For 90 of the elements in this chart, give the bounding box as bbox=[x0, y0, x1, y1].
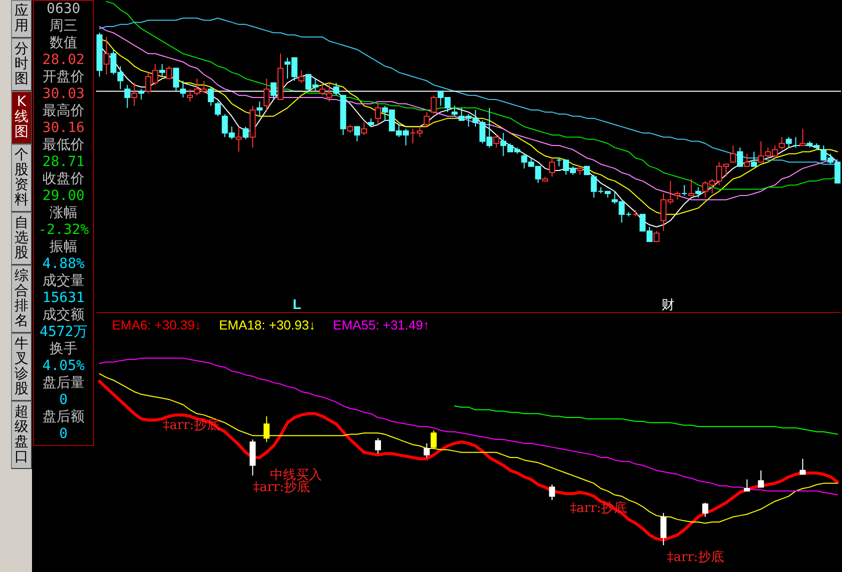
text: 4.05% bbox=[41, 358, 86, 375]
candlestick bbox=[695, 186, 702, 198]
candlestick bbox=[256, 101, 263, 117]
text: 0 bbox=[58, 392, 69, 409]
candlestick bbox=[138, 88, 144, 100]
text: 财 bbox=[662, 297, 674, 312]
candlestick bbox=[361, 122, 368, 136]
candlestick bbox=[452, 105, 458, 117]
text: 成交量 bbox=[42, 273, 86, 290]
text: EMA6: +30.39↓ bbox=[112, 318, 202, 332]
candlestick bbox=[424, 442, 430, 458]
candlestick bbox=[298, 70, 304, 84]
text: EMA55: +31.49↑ bbox=[333, 318, 430, 332]
candlestick bbox=[653, 230, 660, 242]
annotation: ‡arr:抄底 bbox=[253, 480, 310, 495]
candlestick bbox=[800, 128, 806, 146]
text: 29.00 bbox=[41, 188, 86, 205]
tab: K线图 bbox=[11, 91, 32, 144]
text: 28.71 bbox=[41, 154, 86, 171]
candlestick bbox=[186, 88, 193, 102]
text: 30.16 bbox=[41, 120, 86, 137]
candlestick bbox=[270, 82, 277, 100]
candlestick bbox=[493, 134, 500, 148]
candlestick bbox=[549, 484, 556, 501]
text: 开盘价 bbox=[42, 69, 86, 86]
text: 4572万 bbox=[38, 324, 88, 341]
text: EMA18: +30.93↓ bbox=[219, 318, 316, 332]
candlestick bbox=[354, 126, 360, 142]
candlestick bbox=[173, 68, 180, 92]
candlestick bbox=[750, 151, 757, 167]
text: 收盘价 bbox=[42, 171, 86, 188]
candlestick bbox=[131, 82, 138, 106]
text: ‡arr:抄底 bbox=[667, 550, 724, 565]
candlestick bbox=[124, 84, 130, 108]
tab: 超级盘口 bbox=[11, 401, 32, 469]
candlestick bbox=[800, 458, 806, 475]
text: -2.32% bbox=[37, 222, 90, 239]
candlestick bbox=[744, 153, 750, 167]
candlestick bbox=[264, 78, 270, 110]
candlestick bbox=[430, 430, 437, 449]
candlestick bbox=[264, 416, 270, 443]
text: 4.88% bbox=[41, 256, 86, 273]
text: L bbox=[292, 296, 302, 312]
text: 15631 bbox=[41, 290, 86, 307]
text: 盘后额 bbox=[42, 409, 86, 426]
text: 0 bbox=[58, 426, 69, 443]
candlestick bbox=[786, 136, 792, 148]
text: 最高价 bbox=[42, 103, 86, 120]
candlestick bbox=[681, 184, 688, 196]
tab: 综合排名 bbox=[11, 265, 32, 333]
candlestick bbox=[214, 101, 221, 117]
text: 振幅 bbox=[48, 239, 78, 256]
candlestick bbox=[166, 66, 172, 80]
candlestick bbox=[758, 470, 764, 488]
candlestick bbox=[374, 438, 381, 454]
candlestick bbox=[549, 157, 556, 178]
tab: 分时图 bbox=[11, 38, 32, 91]
candlestick bbox=[730, 144, 736, 163]
candlestick bbox=[103, 36, 110, 76]
candlestick bbox=[660, 512, 666, 546]
text: 涨幅 bbox=[48, 205, 78, 222]
tab: 应用 bbox=[11, 0, 32, 38]
candlestick bbox=[159, 64, 166, 78]
text: 30.03 bbox=[41, 86, 86, 103]
candlestick bbox=[250, 438, 256, 476]
text: 成交额 bbox=[42, 307, 86, 324]
candlestick bbox=[702, 502, 708, 518]
candlestick bbox=[242, 126, 249, 140]
candlestick bbox=[744, 478, 750, 492]
text: 0630 bbox=[46, 1, 82, 18]
candlestick bbox=[737, 147, 744, 167]
tab: 个股资料 bbox=[11, 144, 32, 212]
text: 周三 bbox=[48, 18, 78, 35]
candlestick bbox=[688, 178, 694, 196]
candlestick bbox=[374, 103, 381, 126]
text: 28.02 bbox=[41, 52, 86, 69]
text: 换手 bbox=[48, 341, 78, 358]
tab: 牛叉诊股 bbox=[11, 333, 32, 401]
candlestick bbox=[792, 136, 799, 148]
candlestick bbox=[180, 80, 186, 98]
text: 最低价 bbox=[42, 137, 86, 154]
candlestick bbox=[333, 82, 340, 96]
text: 盘后量 bbox=[42, 375, 86, 392]
text: 数值 bbox=[48, 35, 78, 52]
candlestick bbox=[236, 126, 242, 152]
tab: 自选股 bbox=[11, 212, 32, 265]
candlestick bbox=[430, 94, 437, 115]
candlestick bbox=[208, 86, 214, 106]
candlestick bbox=[424, 112, 430, 128]
candlestick bbox=[778, 136, 785, 150]
